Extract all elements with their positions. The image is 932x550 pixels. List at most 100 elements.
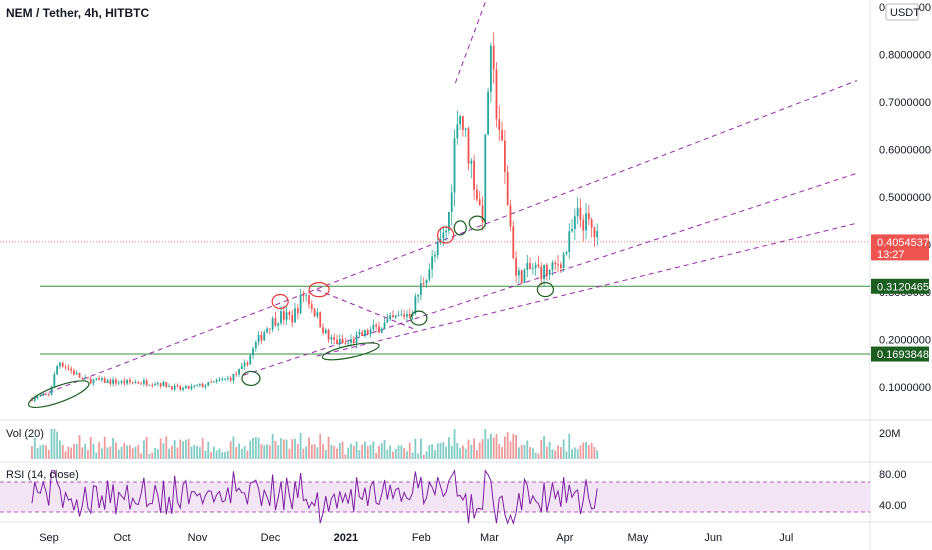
candle-body <box>428 269 431 280</box>
candle-body <box>573 216 576 230</box>
candle-body <box>154 383 156 386</box>
volume-bar <box>369 444 372 459</box>
candle-body <box>117 382 120 384</box>
volume-bar <box>70 447 73 459</box>
marked-area-ellipse[interactable] <box>468 215 486 231</box>
price-tick-label: 0.2000000 <box>879 335 931 347</box>
volume-bar <box>81 447 84 459</box>
volume-bar <box>324 449 327 459</box>
volume-bar <box>84 443 87 459</box>
time-tick-label: Sep <box>39 532 59 544</box>
candle-body <box>210 381 212 383</box>
candle-body <box>565 252 568 254</box>
volume-bar <box>366 446 369 459</box>
candle-body <box>327 329 330 340</box>
candle-body <box>84 377 87 379</box>
candle-body <box>473 160 476 190</box>
candle-body <box>324 329 327 333</box>
candle-body <box>106 380 109 383</box>
candle-body <box>492 45 495 70</box>
volume-bar <box>112 437 115 459</box>
candle-body <box>529 263 531 270</box>
volume-bar <box>156 449 159 459</box>
volume-bar <box>333 446 336 459</box>
candle-body <box>344 342 347 344</box>
candle-body <box>394 315 397 318</box>
marked-area-ellipse[interactable] <box>536 282 555 298</box>
candle-body <box>140 383 143 385</box>
marked-area-ellipse[interactable] <box>321 339 380 363</box>
volume-bar <box>450 445 453 459</box>
marked-area-ellipse[interactable] <box>241 370 261 387</box>
volume-bar <box>439 442 442 459</box>
candle-body <box>537 264 540 267</box>
volume-bar <box>464 448 467 459</box>
trend-line[interactable] <box>31 80 858 400</box>
candle-body <box>45 393 47 395</box>
volume-bar <box>263 445 266 459</box>
chart-title: NEM / Tether, 4h, HITBTC <box>6 6 149 20</box>
candle-body <box>148 384 151 386</box>
volume-scale-label: 20M <box>879 428 900 440</box>
price-candles <box>31 32 599 403</box>
candle-body <box>101 378 103 381</box>
marked-area-ellipse[interactable] <box>437 226 455 244</box>
marked-area-ellipse[interactable] <box>410 310 428 326</box>
level-lower-tag <box>871 346 929 362</box>
candle-body <box>277 323 280 326</box>
volume-bar <box>235 447 238 459</box>
volume-bar <box>559 447 562 459</box>
marked-area-ellipse[interactable] <box>308 282 330 298</box>
volume-bar <box>576 449 579 459</box>
volume-bar <box>291 439 294 459</box>
candle-body <box>495 69 498 120</box>
volume-bar <box>453 429 456 459</box>
horizontal-levels <box>0 241 870 355</box>
candle-body <box>372 324 375 330</box>
volume-bar <box>489 433 492 459</box>
candle-body <box>540 266 543 279</box>
candle-body <box>56 366 59 375</box>
trend-line[interactable] <box>316 222 857 357</box>
currency-button[interactable] <box>885 3 919 21</box>
volume-bar <box>344 454 347 459</box>
volume-bar <box>330 444 333 459</box>
candle-body <box>282 311 285 320</box>
candle-body <box>576 207 579 217</box>
volume-bar <box>126 445 129 459</box>
trend-line[interactable] <box>454 0 487 84</box>
candle-body <box>53 374 56 387</box>
volume-bar <box>145 437 148 459</box>
currency-label: USDT <box>890 7 920 19</box>
candle-body <box>448 211 450 231</box>
candle-body <box>551 262 554 270</box>
marked-area-ellipse[interactable] <box>271 293 289 310</box>
candle-body <box>322 327 324 333</box>
volume-bar <box>476 450 478 459</box>
candle-body <box>33 397 36 401</box>
volume-bar <box>383 439 386 459</box>
volume-bar <box>218 448 221 459</box>
volume-bar <box>151 452 154 459</box>
candle-body <box>254 342 257 349</box>
marked-area-ellipse[interactable] <box>26 376 92 413</box>
candle-body <box>456 124 459 139</box>
price-tick-label: 0.8000000 <box>879 50 931 62</box>
time-axis-ticks: Sep Oct Nov Dec 2021 Feb Mar Apr May Jun Jul <box>39 532 793 544</box>
candle-body <box>87 377 89 379</box>
candle-body <box>380 328 383 333</box>
candle-body <box>243 362 246 367</box>
candle-body <box>249 355 252 365</box>
candle-body <box>470 160 473 164</box>
marked-area-ellipse[interactable] <box>453 220 467 236</box>
candle-body <box>517 270 520 276</box>
candle-body <box>531 267 534 270</box>
volume-bar <box>33 437 36 459</box>
candle-body <box>392 315 394 318</box>
candle-body <box>165 382 168 388</box>
volume-bar <box>266 444 268 459</box>
volume-bar <box>336 448 338 459</box>
volume-bar <box>392 451 394 459</box>
candle-body <box>162 382 165 387</box>
